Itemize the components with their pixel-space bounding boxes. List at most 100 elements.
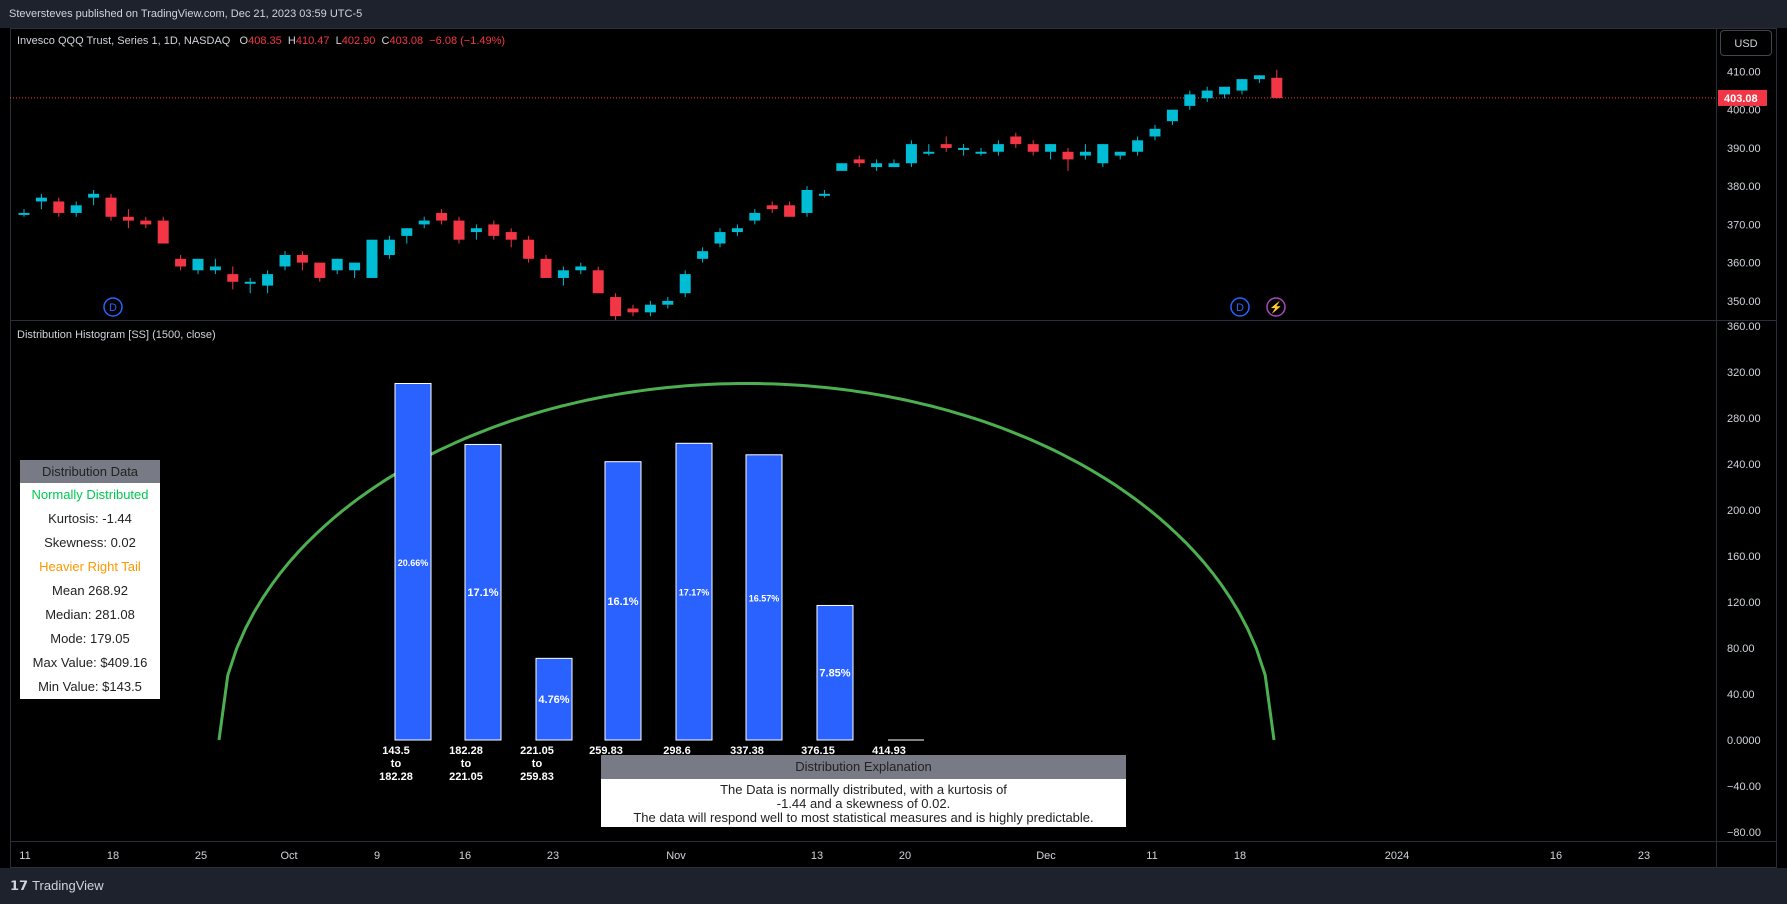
candle-body [227, 274, 239, 282]
candle-body [644, 304, 656, 313]
bar-percent-label: 20.66% [398, 558, 429, 568]
symbol-legend[interactable]: Invesco QQQ Trust, Series 1, 1D, NASDAQ … [17, 35, 505, 47]
tradingview-brand[interactable]: 𝟭𝟳 TradingView [10, 878, 104, 894]
candle-body [1166, 109, 1178, 122]
chart-frame [10, 28, 1777, 868]
high-label: H [287, 35, 296, 47]
indicator-tick: 160.00 [1727, 551, 1761, 563]
candle-body [1149, 128, 1161, 137]
histogram-bar [394, 383, 432, 741]
candle-body [714, 232, 726, 244]
candle-body [401, 228, 413, 236]
candle-body [592, 270, 604, 294]
candle-body [105, 197, 117, 217]
histogram-bar [464, 443, 502, 741]
time-tick: Dec [1036, 850, 1056, 862]
candle-body [453, 220, 465, 240]
indicator-tick: 40.00 [1727, 689, 1755, 701]
time-tick: 23 [547, 850, 559, 862]
distribution-explanation: Distribution Explanation The Data is nor… [601, 755, 1126, 827]
time-tick: 25 [195, 850, 207, 862]
candle-body [836, 163, 848, 171]
explanation-line-1: The Data is normally distributed, with a… [720, 782, 1007, 797]
candle-body [766, 205, 778, 210]
bar-percent-label: 7.85% [819, 668, 850, 680]
candle-body [35, 197, 47, 202]
distribution-data-table: Distribution Data Normally Distributed K… [20, 460, 160, 699]
candle-body [801, 190, 813, 213]
indicator-tick: −80.00 [1727, 827, 1761, 839]
histogram-bar [745, 454, 783, 741]
candle-body [122, 216, 134, 221]
bin-range-label: 259.83 [520, 771, 554, 783]
indicator-tick: −40.00 [1727, 781, 1761, 793]
last-price-badge [1718, 89, 1767, 106]
candle-body [749, 212, 761, 221]
max-value: Max Value: $409.16 [32, 655, 148, 670]
time-tick: 18 [1234, 850, 1246, 862]
candle-body [366, 239, 378, 278]
candle-body [418, 220, 430, 225]
candle-body [940, 144, 952, 148]
publisher-text: Steversteves published on TradingView.co… [9, 8, 363, 20]
candle-body [905, 144, 917, 164]
candle-body [331, 258, 343, 271]
bin-range-label: to [391, 758, 402, 770]
time-tick: 9 [374, 850, 380, 862]
price-tick: 350.00 [1727, 296, 1761, 308]
histogram-bar [816, 604, 854, 741]
candle-body [505, 232, 517, 240]
candle-body [610, 297, 622, 317]
candle-body [1010, 136, 1022, 145]
open-value: 408.35 [248, 35, 282, 47]
indicator-title[interactable]: Distribution Histogram [SS] (1500, close… [17, 329, 216, 341]
split-marker-label: ⚡ [1269, 301, 1283, 314]
indicator-tick: 200.00 [1727, 505, 1761, 517]
candle-body [175, 258, 187, 267]
median-value: Median: 281.08 [45, 607, 135, 622]
currency-button[interactable]: USD [1720, 30, 1772, 56]
candle-body [1253, 75, 1265, 80]
candle-body [296, 255, 308, 263]
candle-body [818, 193, 830, 196]
candle-body [992, 144, 1004, 152]
bin-range-label: 221.05 [449, 771, 483, 783]
candle-body [53, 201, 65, 213]
bin-range-label: 182.28 [449, 745, 483, 757]
chart-canvas[interactable]: 410.00 400.00 390.00 380.00 370.00 360.00 350.… [0, 0, 1787, 868]
bin-range-label: to [461, 758, 472, 770]
kurtosis-value: Kurtosis: -1.44 [48, 511, 132, 526]
time-tick: 13 [811, 850, 823, 862]
min-value: Min Value: $143.5 [38, 679, 142, 694]
candle-body [523, 239, 535, 259]
bar-percent-label: 17.1% [467, 587, 498, 599]
bin-range-label: 337.38 [730, 745, 764, 757]
candle-body [262, 274, 274, 286]
pane-divider[interactable] [10, 320, 1777, 321]
candle-body [679, 274, 691, 294]
bin-range-label: to [532, 758, 543, 770]
symbol-name[interactable]: Invesco QQQ Trust, Series 1, 1D, NASDAQ [17, 35, 231, 47]
candle-body [871, 163, 883, 168]
bar-percent-label: 16.1% [607, 596, 638, 608]
candle-body [1132, 140, 1144, 152]
candle-body [575, 266, 587, 271]
low-value: 402.90 [341, 35, 376, 47]
indicator-tick: 320.00 [1727, 367, 1761, 379]
candle-body [975, 151, 987, 154]
time-tick: 23 [1638, 850, 1650, 862]
candle-body [923, 151, 935, 154]
price-axis-divider [1716, 28, 1717, 868]
candle-body [662, 300, 674, 305]
candle-body [1236, 79, 1248, 91]
bar-percent-label: 16.57% [749, 593, 780, 603]
candle-body [1201, 90, 1213, 99]
price-tick: 380.00 [1727, 181, 1761, 193]
normality-label: Normally Distributed [31, 487, 149, 502]
indicator-tick: 120.00 [1727, 597, 1761, 609]
low-label: L [335, 35, 342, 47]
bin-range-label: 376.15 [801, 745, 835, 757]
candle-body [1114, 151, 1126, 156]
bin-range-label: 259.83 [589, 745, 623, 757]
time-tick: 11 [19, 850, 30, 862]
